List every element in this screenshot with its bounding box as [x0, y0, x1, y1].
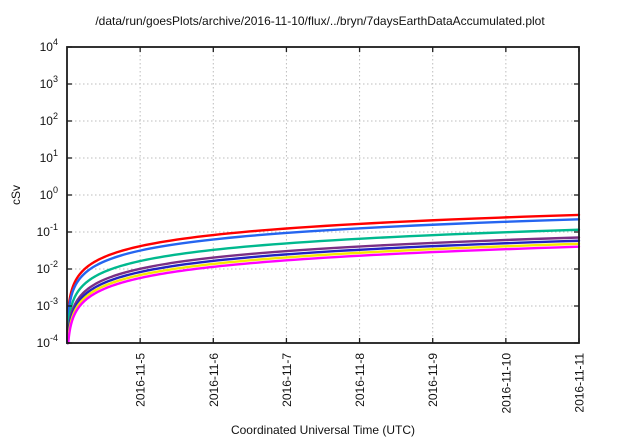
- y-tick-label: 10-2: [37, 259, 58, 276]
- y-tick-label: 103: [40, 74, 58, 91]
- y-tick-label: 101: [40, 148, 58, 165]
- y-axis-label: cSv: [9, 185, 23, 206]
- x-tick-label: 2016-11-7: [280, 353, 294, 407]
- series-line-accumulated-dose-purple: [66, 236, 581, 345]
- y-tick-label: 100: [40, 185, 58, 202]
- x-tick-label: 2016-11-6: [207, 353, 221, 407]
- series-line-accumulated-dose-magenta: [67, 245, 581, 345]
- x-tick-label: 2016-11-5: [134, 353, 148, 407]
- x-tick-label: 2016-11-11: [573, 353, 587, 413]
- y-tick-label: 10-3: [37, 296, 58, 313]
- x-tick-label: 2016-11-9: [426, 353, 440, 407]
- y-tick-label: 102: [40, 111, 58, 128]
- x-tick-label: 2016-11-10: [499, 353, 513, 414]
- y-tick-label: 10-4: [37, 333, 58, 350]
- chart-title: /data/run/goesPlots/archive/2016-11-10/f…: [95, 14, 545, 28]
- x-tick-label: 2016-11-8: [353, 353, 367, 407]
- series-line-accumulated-dose-blue: [66, 218, 581, 345]
- x-axis-label: Coordinated Universal Time (UTC): [230, 423, 416, 437]
- y-tick-label: 104: [40, 37, 58, 54]
- y-tick-label: 10-1: [37, 222, 58, 239]
- series-line-accumulated-dose-red: [65, 213, 581, 345]
